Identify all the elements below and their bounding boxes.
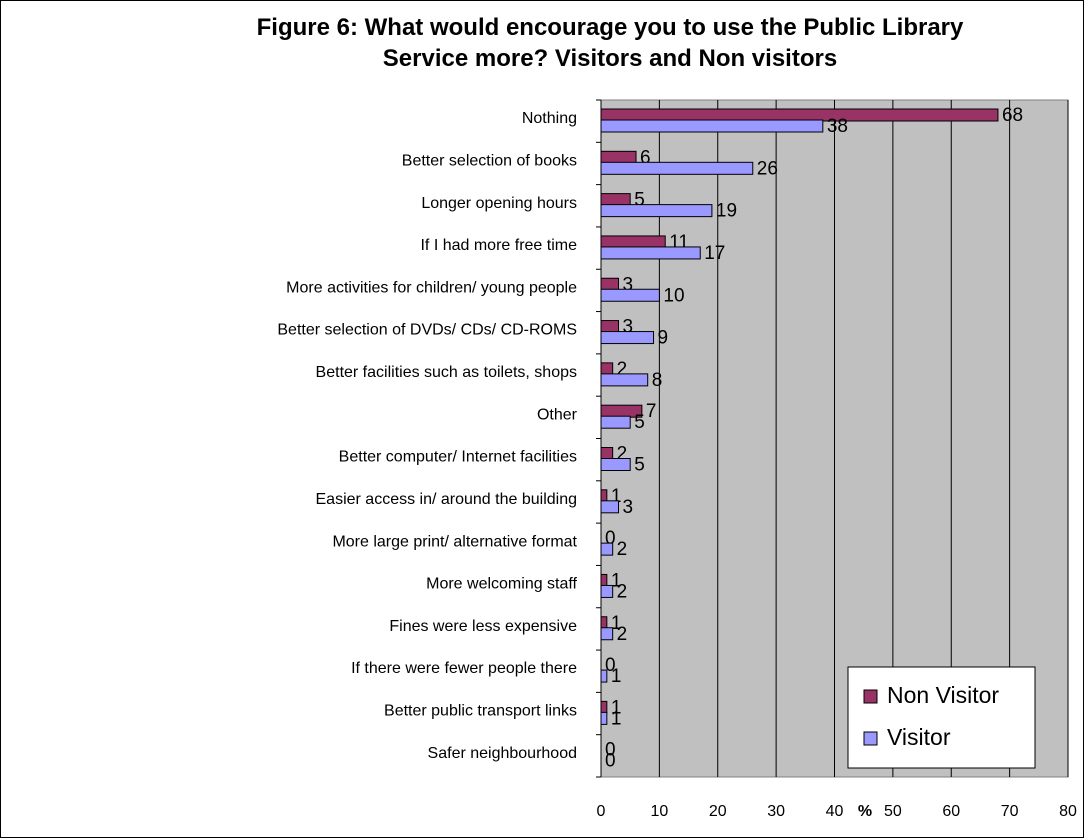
bar-visitor bbox=[600, 669, 608, 683]
bar-visitor bbox=[600, 246, 701, 260]
x-tick-label: 50 bbox=[884, 803, 902, 820]
bar-visitor bbox=[600, 288, 660, 302]
category-label: If there were fewer people there bbox=[351, 660, 577, 677]
bar-non-visitor bbox=[600, 700, 608, 714]
bar-visitor bbox=[600, 711, 608, 725]
x-tick-label: 60 bbox=[942, 803, 960, 820]
data-label-non-visitor: 7 bbox=[646, 401, 657, 422]
bar-visitor bbox=[600, 458, 631, 471]
x-tick-label: 80 bbox=[1059, 803, 1077, 820]
data-label-visitor: 1 bbox=[611, 708, 622, 729]
data-label-visitor: 5 bbox=[634, 412, 645, 433]
bar-non-visitor bbox=[600, 235, 666, 249]
data-label-visitor: 19 bbox=[716, 201, 737, 222]
data-label-visitor: 17 bbox=[704, 243, 725, 264]
category-label: Nothing bbox=[522, 110, 577, 127]
bar-visitor bbox=[600, 161, 754, 175]
x-tick-label: 70 bbox=[1001, 803, 1019, 820]
legend bbox=[847, 666, 1036, 769]
category-label: Better selection of books bbox=[402, 152, 577, 169]
bar-non-visitor bbox=[600, 193, 631, 207]
data-label-non-visitor: 6 bbox=[640, 147, 651, 168]
category-label: Longer opening hours bbox=[421, 195, 577, 212]
data-label-visitor: 2 bbox=[617, 539, 628, 560]
data-label-non-visitor: 0 bbox=[605, 655, 616, 676]
data-label-non-visitor: 1 bbox=[611, 697, 622, 718]
category-label: More welcoming staff bbox=[426, 576, 577, 593]
bar-non-visitor bbox=[600, 573, 608, 587]
bar-non-visitor bbox=[600, 447, 614, 460]
bar-visitor bbox=[600, 373, 649, 387]
category-label: If I had more free time bbox=[420, 237, 577, 254]
data-label-non-visitor: 68 bbox=[1002, 105, 1023, 126]
category-label: More large print/ alternative format bbox=[332, 533, 577, 550]
data-label-visitor: 3 bbox=[623, 497, 634, 518]
bar-visitor bbox=[600, 627, 614, 641]
data-label-non-visitor: 3 bbox=[623, 274, 634, 295]
x-tick-label: 20 bbox=[709, 803, 727, 820]
data-label-visitor: 1 bbox=[611, 666, 622, 687]
x-tick-label: 0 bbox=[597, 803, 606, 820]
category-label: Fines were less expensive bbox=[389, 618, 577, 635]
data-label-non-visitor: 0 bbox=[605, 528, 616, 549]
bar-non-visitor bbox=[600, 320, 620, 334]
bar-visitor bbox=[600, 331, 655, 345]
data-label-non-visitor: 2 bbox=[617, 444, 628, 465]
data-label-non-visitor: 1 bbox=[611, 486, 622, 507]
bar-visitor bbox=[600, 584, 614, 598]
x-axis-label: % bbox=[858, 803, 872, 820]
legend-label-non-visitor: Non Visitor bbox=[887, 682, 999, 708]
data-label-visitor: 38 bbox=[827, 116, 848, 137]
chart-title: Figure 6: What would encourage you to us… bbox=[160, 12, 1060, 74]
data-label-non-visitor: 3 bbox=[623, 317, 634, 338]
legend-swatch-visitor bbox=[863, 731, 878, 746]
bar-non-visitor bbox=[600, 362, 614, 376]
data-label-visitor: 9 bbox=[658, 328, 669, 349]
bar-non-visitor bbox=[600, 150, 637, 164]
bar-visitor bbox=[600, 119, 824, 133]
data-label-visitor: 2 bbox=[617, 581, 628, 602]
data-label-visitor: 0 bbox=[605, 751, 616, 772]
category-label: Better facilities such as toilets, shops bbox=[316, 364, 577, 381]
data-label-visitor: 5 bbox=[634, 455, 645, 476]
chart-title-line-2: Service more? Visitors and Non visitors bbox=[382, 45, 838, 72]
data-label-visitor: 10 bbox=[663, 285, 684, 306]
bar-visitor bbox=[600, 415, 631, 429]
legend-swatch-non-visitor bbox=[863, 689, 878, 704]
x-tick-label: 30 bbox=[767, 803, 785, 820]
bar-non-visitor bbox=[600, 616, 608, 630]
bar-non-visitor bbox=[600, 108, 999, 122]
data-label-non-visitor: 5 bbox=[634, 190, 645, 211]
bar-visitor bbox=[600, 542, 614, 556]
category-label: Other bbox=[537, 406, 578, 423]
legend-label-visitor: Visitor bbox=[887, 724, 951, 750]
chart-title-line-1: Figure 6: What would encourage you to us… bbox=[256, 14, 964, 41]
data-label-non-visitor: 0 bbox=[605, 740, 616, 761]
data-label-non-visitor: 2 bbox=[617, 359, 628, 380]
category-label: More activities for children/ young peop… bbox=[286, 279, 577, 296]
bar-visitor bbox=[600, 204, 713, 218]
x-tick-label: 10 bbox=[650, 803, 668, 820]
bar-non-visitor bbox=[600, 277, 620, 291]
category-label: Better selection of DVDs/ CDs/ CD-ROMS bbox=[277, 322, 577, 339]
bar-visitor bbox=[600, 500, 620, 514]
bar-non-visitor bbox=[600, 489, 608, 503]
data-label-non-visitor: 1 bbox=[611, 570, 622, 591]
data-label-visitor: 8 bbox=[652, 370, 663, 391]
data-label-visitor: 2 bbox=[617, 624, 628, 645]
data-label-visitor: 26 bbox=[757, 158, 778, 179]
category-label: Safer neighbourhood bbox=[428, 745, 577, 762]
x-tick-label: 40 bbox=[826, 803, 844, 820]
category-label: Better public transport links bbox=[384, 703, 577, 720]
category-label: Easier access in/ around the building bbox=[316, 491, 578, 508]
data-label-non-visitor: 1 bbox=[611, 613, 622, 634]
category-label: Better computer/ Internet facilities bbox=[339, 449, 577, 466]
